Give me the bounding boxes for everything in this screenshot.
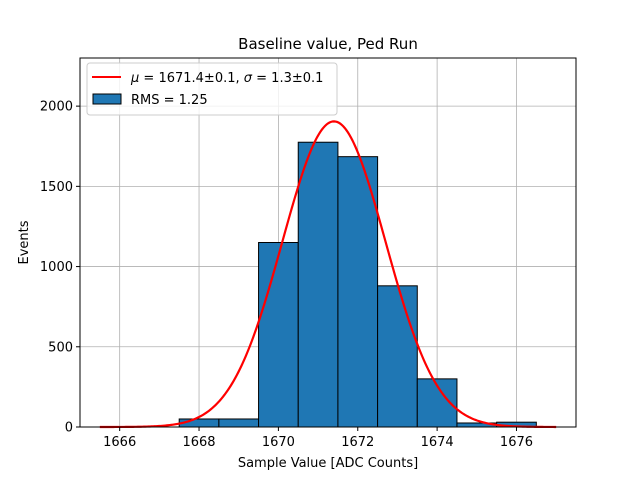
plot-frame bbox=[79, 57, 577, 428]
fit-curve-group bbox=[99, 120, 557, 429]
x-axis-title: Sample Value [ADC Counts] bbox=[238, 456, 418, 471]
histogram-bar bbox=[377, 285, 418, 428]
y-tick-label: 0 bbox=[65, 421, 73, 436]
chart-title: Baseline value, Ped Run bbox=[238, 35, 418, 53]
legend-histogram-label: RMS = 1.25 bbox=[131, 93, 208, 108]
x-tick-label: 1666 bbox=[103, 435, 136, 450]
axis-ticks: 1666 1668 1670 1672 1674 1676 0 500 1000 1500 2000 bbox=[40, 100, 533, 450]
x-tick-label: 1672 bbox=[341, 435, 374, 450]
legend-sigma-value: = 1.3±0.1 bbox=[252, 71, 323, 86]
legend: μ = 1671.4±0.1, σ = 1.3±0.1 RMS = 1.25 bbox=[86, 62, 338, 116]
legend-box bbox=[86, 62, 338, 116]
y-tick-label: 1500 bbox=[40, 180, 73, 195]
legend-fit-label: μ = 1671.4±0.1, σ = 1.3±0.1 bbox=[130, 71, 323, 86]
x-tick-label: 1674 bbox=[421, 435, 454, 450]
histogram-bar bbox=[297, 141, 339, 428]
legend-histogram-swatch bbox=[92, 93, 122, 105]
x-tick-label: 1670 bbox=[262, 435, 295, 450]
legend-mu-value: = 1671.4±0.1, bbox=[139, 71, 243, 86]
histogram-bar bbox=[337, 156, 379, 428]
y-tick-label: 2000 bbox=[40, 100, 73, 115]
legend-mu-symbol: μ bbox=[130, 71, 139, 86]
y-axis-title: Events bbox=[17, 220, 32, 264]
y-tick-label: 500 bbox=[48, 340, 73, 355]
x-tick-label: 1676 bbox=[500, 435, 533, 450]
y-tick-label: 1000 bbox=[40, 260, 73, 275]
histogram-bar bbox=[258, 242, 299, 428]
histogram-bar bbox=[218, 418, 260, 428]
x-tick-label: 1668 bbox=[182, 435, 215, 450]
fit-curve bbox=[99, 120, 557, 429]
legend-sigma-symbol: σ bbox=[244, 71, 253, 86]
